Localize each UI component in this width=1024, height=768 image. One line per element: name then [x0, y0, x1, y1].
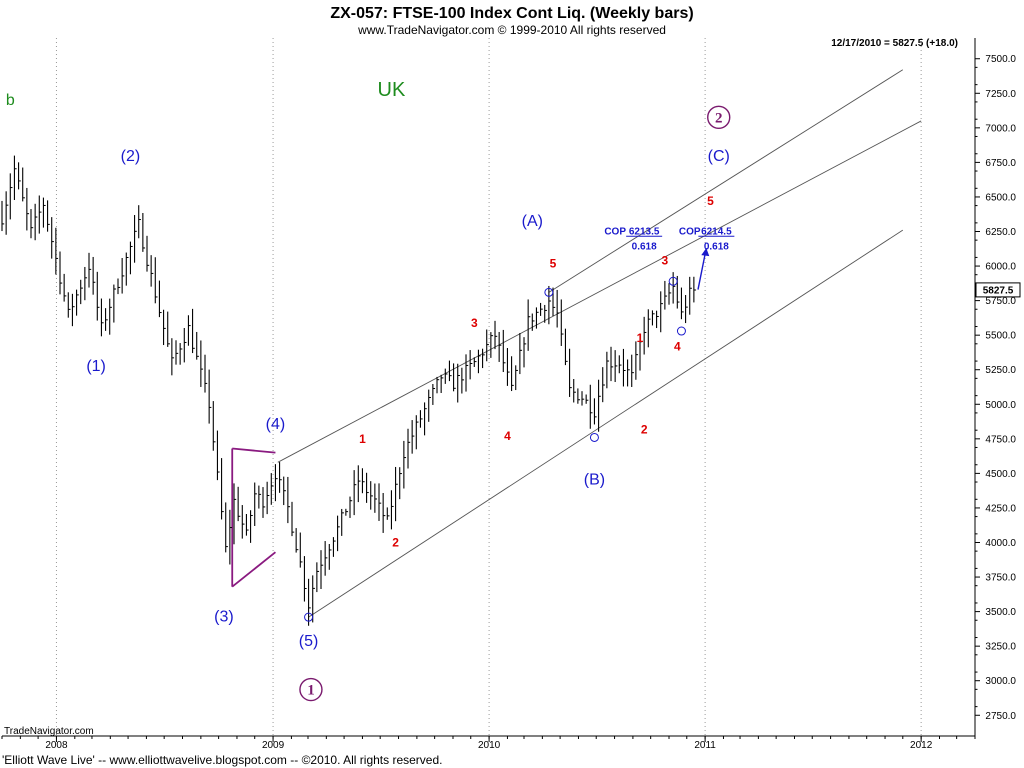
- y-tick-label: 3750.0: [985, 573, 1016, 584]
- annotation-text: 6214.5: [701, 226, 732, 237]
- annotation-text: 0.618: [704, 241, 729, 252]
- trend-channel-line: [277, 120, 922, 463]
- annotation-text: 6213.5: [629, 226, 660, 237]
- wave-label: (C): [708, 148, 730, 165]
- copyright-line: www.TradeNavigator.com © 1999-2010 All r…: [357, 23, 666, 37]
- last-price-label: 5827.5: [983, 285, 1014, 296]
- x-tick-label: 2012: [910, 740, 933, 751]
- x-tick-label: 2008: [45, 740, 68, 751]
- wave-label: (A): [522, 213, 543, 230]
- wave-label: (2): [121, 148, 141, 165]
- y-tick-label: 5750.0: [985, 296, 1016, 307]
- wave-label: (5): [299, 633, 319, 650]
- footer-credit: 'Elliott Wave Live' -- www.elliottwaveli…: [2, 753, 442, 767]
- wave-label: 3: [662, 254, 669, 268]
- cycle-label: 2: [715, 110, 723, 126]
- axes: 2750.03000.03250.03500.03750.04000.04250…: [1, 38, 1021, 751]
- y-tick-label: 5250.0: [985, 365, 1016, 376]
- y-tick-label: 5500.0: [985, 331, 1016, 342]
- y-tick-label: 7000.0: [985, 123, 1016, 134]
- y-tick-label: 3250.0: [985, 642, 1016, 653]
- chart-title: ZX-057: FTSE-100 Index Cont Liq. (Weekly…: [330, 5, 693, 22]
- pivot-circle: [668, 276, 678, 286]
- y-tick-label: 4250.0: [985, 503, 1016, 514]
- triangle-line: [231, 551, 276, 588]
- y-tick-label: 6000.0: [985, 262, 1016, 273]
- wave-label: (4): [266, 416, 286, 433]
- pivot-circle: [544, 287, 554, 297]
- y-tick-label: 7500.0: [985, 54, 1016, 65]
- y-tick-label: 6500.0: [985, 192, 1016, 203]
- x-tick-label: 2011: [694, 740, 716, 751]
- y-tick-label: 4500.0: [985, 469, 1016, 480]
- wave-label: 4: [674, 339, 681, 353]
- pivot-circle: [304, 612, 314, 622]
- trend-channel-line: [548, 69, 904, 293]
- y-tick-label: 5000.0: [985, 400, 1016, 411]
- wave-label: (B): [584, 471, 605, 488]
- cycle-circle: [707, 105, 731, 130]
- wave-label: 1: [359, 432, 366, 446]
- annotation-text: COP: [679, 226, 701, 237]
- price-bars: [1, 155, 697, 626]
- wave-label: (1): [86, 358, 106, 375]
- channel-lines: [231, 69, 922, 618]
- y-tick-label: 3000.0: [985, 676, 1016, 687]
- wave-label: 2: [392, 536, 399, 550]
- triangle-line: [232, 447, 276, 454]
- wave-label: 4: [504, 429, 511, 443]
- annotation-text: 0.618: [632, 241, 657, 252]
- y-tick-label: 6750.0: [985, 158, 1016, 169]
- wave-label: b: [6, 92, 15, 109]
- last-price-box: [975, 282, 1021, 298]
- x-tick-label: 2009: [262, 740, 285, 751]
- y-tick-label: 4000.0: [985, 538, 1016, 549]
- wave-label: 1: [637, 331, 644, 345]
- y-tick-label: 6250.0: [985, 227, 1016, 238]
- trend-channel-line: [308, 229, 904, 618]
- y-tick-label: 2750.0: [985, 711, 1016, 722]
- annotation-text: UK: [378, 79, 406, 101]
- y-tick-label: 3500.0: [985, 607, 1016, 618]
- cycle-circle: [299, 677, 323, 702]
- target-arrow-head: [701, 248, 710, 257]
- brand-watermark: TradeNavigator.com: [4, 726, 94, 737]
- annotation-text: COP: [604, 226, 626, 237]
- pivot-circle: [589, 432, 599, 442]
- y-tick-label: 7250.0: [985, 89, 1016, 100]
- wave-label: 5: [550, 256, 557, 270]
- wave-labels: b (2) (1) (4) (3) (5) (A) (B) (C) 1 2 3 4 5 1 2 3 4 5 1 2 UK C…: [6, 79, 735, 702]
- x-tick-label: 2010: [478, 740, 501, 751]
- last-quote: 12/17/2010 = 5827.5 (+18.0): [831, 38, 958, 49]
- wave-label: 2: [641, 422, 648, 436]
- pivot-circle: [676, 326, 686, 336]
- y-tick-label: 4750.0: [985, 434, 1016, 445]
- wave-label: (3): [214, 608, 234, 625]
- cycle-label: 1: [307, 683, 315, 699]
- wave-label: 5: [707, 194, 714, 208]
- wave-label: 3: [471, 316, 478, 330]
- grid: [55, 38, 922, 736]
